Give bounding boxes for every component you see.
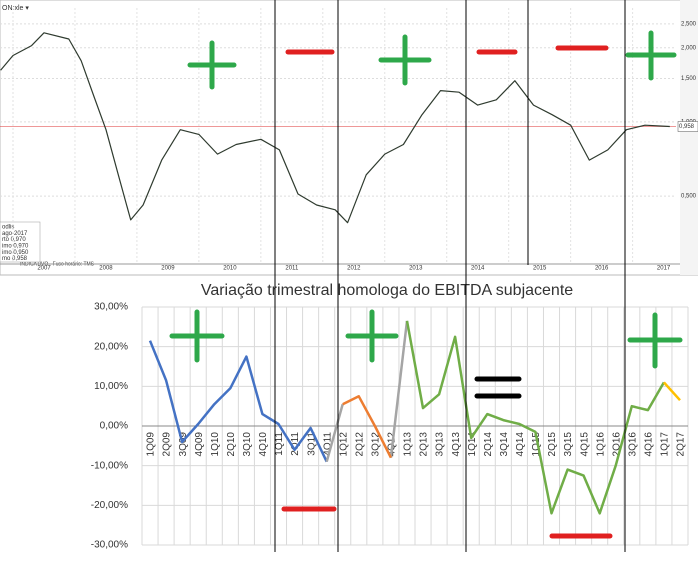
x-tick-label: 3Q13 xyxy=(435,432,446,457)
y-tick-label: 2,000 xyxy=(681,45,697,51)
x-tick-label: 4Q11 xyxy=(322,432,333,456)
x-tick-label: 4Q09 xyxy=(194,432,205,457)
price-header: ON:xle ▾ xyxy=(2,5,29,12)
x-tick-label: 1Q17 xyxy=(660,432,671,457)
y-tick-label: -20,00% xyxy=(91,500,128,511)
x-tick-label: 2Q16 xyxy=(611,432,622,457)
x-tick-label: 2015 xyxy=(533,266,547,272)
x-tick-label: 2Q10 xyxy=(226,432,237,457)
x-tick-label: 1Q12 xyxy=(338,432,349,457)
y-tick-label: 1,500 xyxy=(681,76,697,82)
y-tick-label: -10,00% xyxy=(91,460,128,471)
info-row: rto 0,970 xyxy=(2,237,26,243)
x-tick-label: 1Q14 xyxy=(467,432,478,457)
series-line xyxy=(325,320,409,463)
x-tick-label: 1Q11 xyxy=(274,432,285,456)
x-tick-label: 2011 xyxy=(285,266,299,272)
x-tick-label: 2Q15 xyxy=(547,432,558,457)
info-box xyxy=(0,221,41,263)
dividers xyxy=(274,0,626,552)
x-tick-label: 3Q09 xyxy=(178,432,189,457)
x-tick-label: 4Q13 xyxy=(451,432,462,457)
info-row: imo 0,950 xyxy=(2,250,29,256)
series-line xyxy=(405,320,665,515)
x-tick-label: 2012 xyxy=(347,266,361,272)
price-panel xyxy=(0,0,698,276)
x-tick-label: 3Q16 xyxy=(627,432,638,457)
info-row: imo 0,970 xyxy=(2,243,29,249)
info-row: ago-2017 xyxy=(2,231,28,237)
x-tick-label: 3Q15 xyxy=(563,432,574,457)
x-tick-label: 2007 xyxy=(37,266,51,272)
x-tick-label: 2008 xyxy=(99,266,113,272)
x-tick-label: 1Q09 xyxy=(146,432,157,457)
last-price-tag xyxy=(677,121,698,132)
x-tick-label: 2Q11 xyxy=(290,432,301,456)
info-row: odlis xyxy=(2,225,14,231)
y-tick-label: 0,00% xyxy=(100,421,128,432)
x-tick-label: 2010 xyxy=(223,266,237,272)
series-line xyxy=(0,32,670,224)
x-tick-label: 2013 xyxy=(409,266,423,272)
y-tick-label: 2,500 xyxy=(681,21,697,27)
x-tick-label: 2017 xyxy=(657,266,671,272)
y-tick-label: -30,00% xyxy=(91,540,128,551)
x-tick-label: 4Q16 xyxy=(643,432,654,457)
price-axis-bg xyxy=(680,0,698,275)
last-price-label: 0,958 xyxy=(679,124,695,130)
x-tick-label: 1Q10 xyxy=(210,432,221,457)
series-line xyxy=(662,381,681,402)
x-tick-label: 3Q14 xyxy=(499,432,510,457)
x-tick-label: 3Q11 xyxy=(306,432,317,456)
x-tick-label: 2016 xyxy=(595,266,609,272)
series-line xyxy=(342,395,393,459)
y-tick-label: 0,500 xyxy=(681,194,697,200)
x-tick-label: 3Q10 xyxy=(242,432,253,457)
x-tick-label: 3Q12 xyxy=(370,432,381,457)
x-tick-label: 1Q16 xyxy=(595,432,606,457)
y-tick-label: 30,00% xyxy=(94,302,128,313)
y-tick-label: 20,00% xyxy=(94,341,128,352)
x-tick-label: 2Q14 xyxy=(483,432,494,457)
y-tick-label: 10,00% xyxy=(94,381,128,392)
x-tick-label: 4Q10 xyxy=(258,432,269,457)
x-tick-label: 2009 xyxy=(161,266,175,272)
series-line xyxy=(148,340,328,463)
info-row: mo 0,958 xyxy=(2,256,28,262)
x-tick-label: 2Q17 xyxy=(676,432,687,457)
x-tick-label: 4Q14 xyxy=(515,432,526,457)
x-tick-label: 2Q13 xyxy=(419,432,430,457)
x-tick-label: 4Q15 xyxy=(579,432,590,457)
x-tick-label: 2Q12 xyxy=(354,432,365,457)
signs xyxy=(169,30,683,539)
x-tick-label: 1Q13 xyxy=(403,432,414,457)
x-tick-label: 2014 xyxy=(471,266,485,272)
chart-title: Variação trimestral homologa do EBITDA s… xyxy=(201,282,573,299)
x-tick-label: 2Q09 xyxy=(162,432,173,457)
